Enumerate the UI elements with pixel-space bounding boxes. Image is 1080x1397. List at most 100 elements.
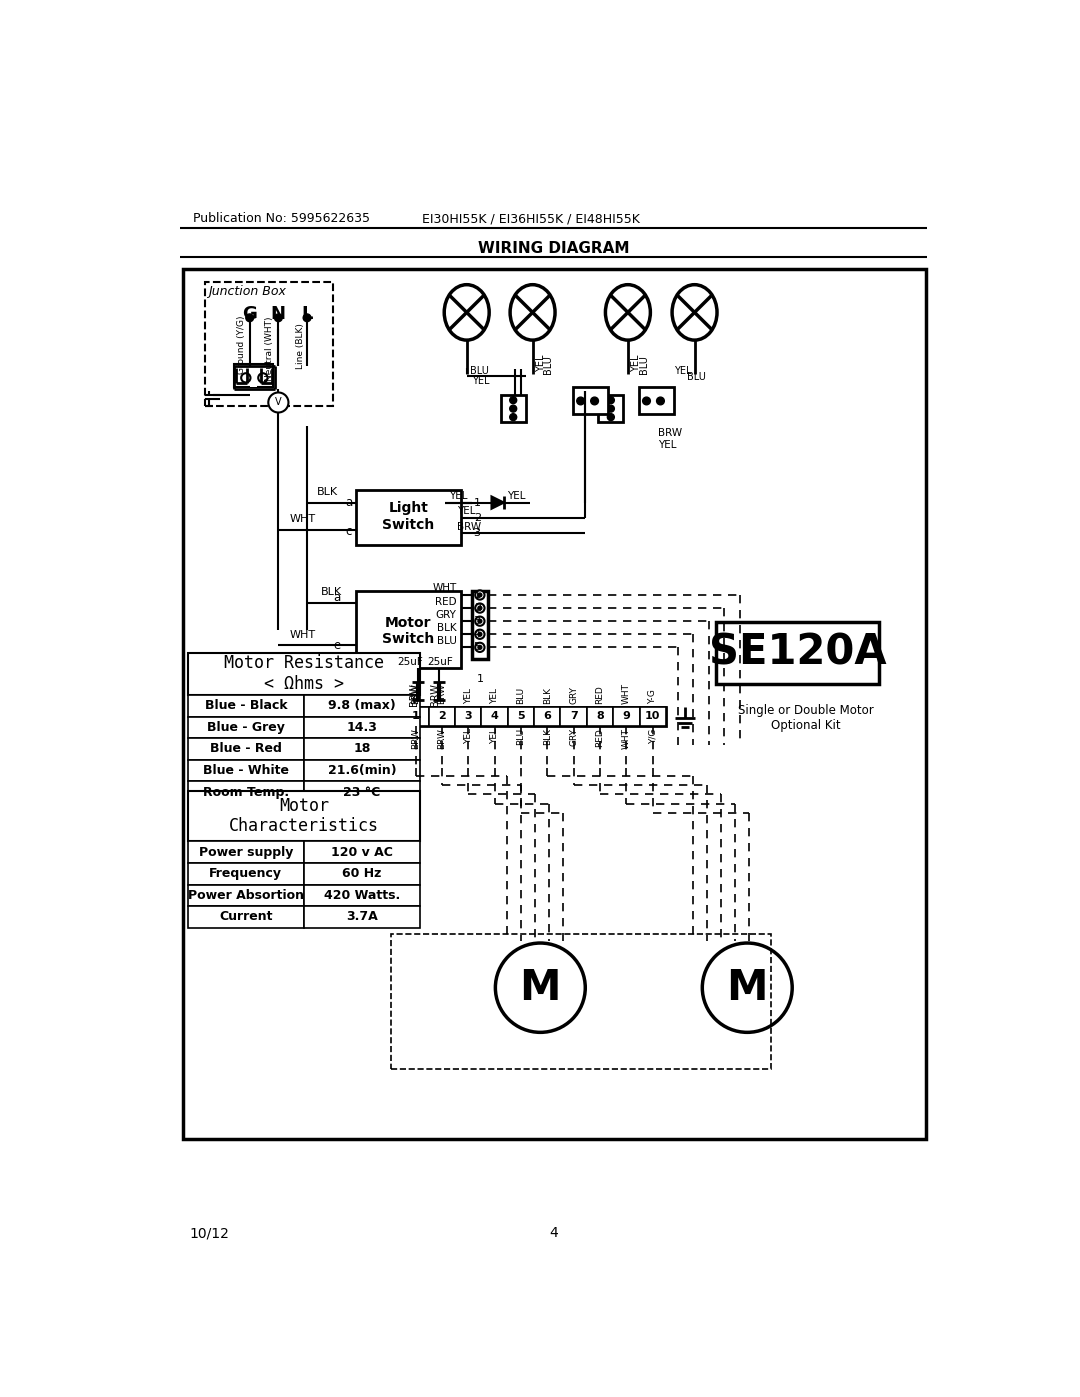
Text: GRY: GRY — [569, 728, 578, 746]
Text: 4: 4 — [549, 1227, 558, 1241]
Text: 25uF: 25uF — [428, 657, 454, 666]
Text: BLU: BLU — [638, 355, 649, 373]
Text: WIRING DIAGRAM: WIRING DIAGRAM — [477, 240, 630, 256]
Text: L: L — [301, 305, 313, 323]
Circle shape — [258, 373, 268, 383]
Bar — [303, 696, 420, 717]
Text: YEL: YEL — [457, 507, 475, 517]
Bar — [403, 707, 429, 726]
Bar — [183, 270, 926, 1140]
Text: BLU: BLU — [516, 687, 526, 704]
Ellipse shape — [444, 285, 489, 339]
Ellipse shape — [672, 285, 717, 339]
Text: 8: 8 — [596, 711, 604, 721]
Bar — [356, 489, 460, 545]
Text: 60 Hz: 60 Hz — [342, 868, 381, 880]
Text: 3.7A: 3.7A — [347, 911, 378, 923]
Bar — [188, 841, 303, 863]
Text: Blue - White: Blue - White — [203, 764, 288, 777]
Text: BLK: BLK — [318, 488, 338, 497]
Bar — [482, 707, 508, 726]
Bar — [303, 781, 420, 803]
Text: 23 °C: 23 °C — [343, 785, 381, 799]
Text: Current: Current — [219, 911, 272, 923]
Bar — [188, 760, 303, 781]
Text: Y-G: Y-G — [648, 690, 658, 704]
Text: 18: 18 — [353, 742, 370, 756]
Text: BLU: BLU — [436, 636, 457, 645]
Text: a: a — [345, 496, 352, 509]
Ellipse shape — [510, 285, 555, 339]
Text: WHT: WHT — [622, 683, 631, 704]
Text: Motor
Switch: Motor Switch — [382, 616, 434, 647]
Text: 2: 2 — [474, 604, 481, 613]
Text: Y/G: Y/G — [648, 728, 658, 743]
Text: 5: 5 — [474, 643, 481, 652]
Text: YEL: YEL — [674, 366, 691, 376]
Text: 21.6(min): 21.6(min) — [327, 764, 396, 777]
Bar — [188, 863, 303, 884]
Text: WHT: WHT — [291, 514, 316, 524]
Circle shape — [591, 397, 598, 405]
Circle shape — [478, 633, 482, 636]
Text: Light
Switch: Light Switch — [382, 502, 434, 531]
Text: BRW: BRW — [411, 728, 420, 749]
Text: BLK: BLK — [437, 623, 457, 633]
Bar — [303, 884, 420, 907]
Bar — [638, 387, 674, 414]
Bar — [429, 707, 455, 726]
Bar — [356, 591, 460, 668]
Text: YEL: YEL — [463, 689, 473, 704]
Text: BLU: BLU — [543, 355, 553, 373]
Bar — [188, 884, 303, 907]
Bar — [572, 387, 608, 414]
Text: c: c — [346, 525, 352, 538]
Circle shape — [475, 591, 485, 599]
Circle shape — [475, 616, 485, 626]
Text: WHT: WHT — [291, 630, 316, 640]
Text: Room Temp.: Room Temp. — [203, 785, 288, 799]
Text: 3: 3 — [464, 711, 472, 721]
Text: 4: 4 — [490, 711, 499, 721]
Bar — [303, 907, 420, 928]
Text: BLU: BLU — [516, 728, 526, 746]
Bar — [391, 933, 770, 1069]
Text: YEL: YEL — [658, 440, 677, 450]
Text: BRW: BRW — [658, 429, 683, 439]
Circle shape — [607, 405, 615, 412]
Text: 3: 3 — [474, 616, 481, 626]
Bar — [501, 395, 526, 422]
Text: M: M — [727, 967, 768, 1009]
Bar — [535, 707, 561, 726]
Circle shape — [657, 397, 664, 405]
Text: 10: 10 — [645, 711, 660, 721]
Text: YEL: YEL — [490, 728, 499, 745]
Text: EI30HI55K / EI36HI55K / EI48HI55K: EI30HI55K / EI36HI55K / EI48HI55K — [422, 212, 639, 225]
Text: 9: 9 — [622, 711, 631, 721]
Bar — [508, 707, 535, 726]
Circle shape — [268, 393, 288, 412]
Text: YEL: YEL — [449, 492, 468, 502]
Circle shape — [478, 645, 482, 650]
Text: BLK: BLK — [321, 587, 342, 598]
Bar — [613, 707, 639, 726]
Circle shape — [303, 314, 311, 321]
Text: Blue - Black: Blue - Black — [204, 700, 287, 712]
Text: YEL: YEL — [463, 728, 473, 745]
Text: RED: RED — [595, 686, 605, 704]
Circle shape — [643, 397, 650, 405]
Bar — [403, 707, 666, 726]
Text: WHT: WHT — [432, 584, 457, 594]
Bar — [188, 652, 420, 696]
Text: Motor
Characteristics: Motor Characteristics — [229, 796, 379, 835]
Bar — [639, 707, 666, 726]
Bar — [561, 707, 586, 726]
Bar — [188, 738, 303, 760]
Bar — [234, 365, 273, 387]
Bar — [188, 791, 420, 841]
Text: BRW: BRW — [409, 683, 419, 707]
Ellipse shape — [606, 285, 650, 339]
Polygon shape — [491, 496, 504, 509]
Bar — [303, 760, 420, 781]
Bar — [303, 841, 420, 863]
